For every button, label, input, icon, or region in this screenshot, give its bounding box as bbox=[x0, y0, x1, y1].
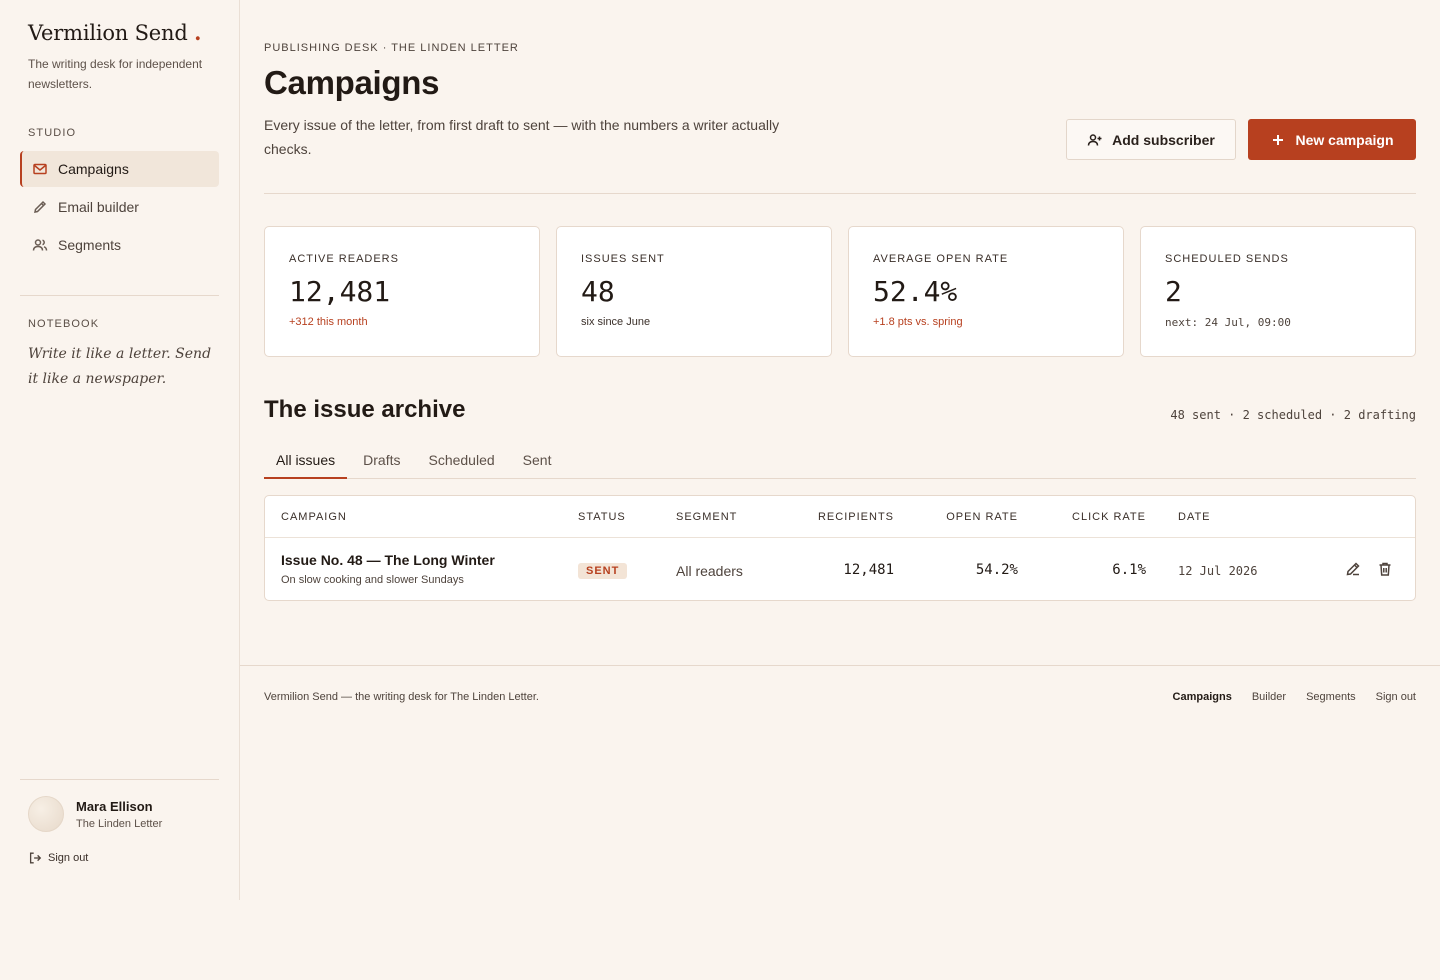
stat-note: six since June bbox=[581, 316, 651, 328]
stat-note: next: 24 Jul, 09:00 bbox=[1165, 316, 1291, 329]
column-header-recipients[interactable]: RECIPIENTS bbox=[817, 511, 894, 523]
brand-logo[interactable]: Vermilion Send . bbox=[28, 20, 201, 45]
stat-note: +1.8 pts vs. spring bbox=[873, 316, 963, 328]
sign-out-icon bbox=[29, 852, 42, 864]
column-header-click-rate[interactable]: CLICK RATE bbox=[1072, 511, 1146, 523]
column-header-date[interactable]: DATE bbox=[1178, 511, 1211, 523]
sidebar-divider bbox=[20, 295, 219, 296]
plus-icon bbox=[1273, 134, 1284, 145]
sidebar-item-segments[interactable]: Segments bbox=[20, 227, 219, 263]
studio-section-label: STUDIO bbox=[28, 127, 77, 139]
header-divider bbox=[264, 193, 1416, 194]
notebook-quote: Write it like a letter. Send it like a n… bbox=[28, 346, 212, 387]
date-cell: 12 Jul 2026 bbox=[1178, 564, 1258, 578]
footer-divider bbox=[240, 665, 1440, 666]
stat-card-active-readers: ACTIVE READERS 12,481 +312 this month bbox=[264, 226, 540, 357]
stat-card-issues-sent: ISSUES SENT 48 six since June bbox=[556, 226, 832, 357]
segment-cell: All readers bbox=[676, 563, 743, 579]
stat-label: SCHEDULED SENDS bbox=[1165, 253, 1289, 265]
brand-tagline: The writing desk for independent newslet… bbox=[28, 57, 203, 91]
sidebar: Vermilion Send . The writing desk for in… bbox=[0, 0, 240, 900]
table-header: CAMPAIGN STATUS SEGMENT RECIPIENTS OPEN … bbox=[265, 496, 1415, 538]
mail-icon bbox=[33, 163, 47, 175]
page-title: Campaigns bbox=[264, 64, 440, 101]
sidebar-item-label: Email builder bbox=[58, 199, 139, 215]
edit-button[interactable] bbox=[1344, 560, 1362, 578]
delete-button[interactable] bbox=[1376, 560, 1394, 578]
archive-tabs: All issues Drafts Scheduled Sent bbox=[264, 441, 1416, 479]
stat-value: 52.4% bbox=[873, 275, 958, 308]
page-subtitle: Every issue of the letter, from first dr… bbox=[264, 117, 780, 157]
stat-value: 48 bbox=[581, 275, 615, 308]
footer-link-campaigns[interactable]: Campaigns bbox=[1172, 691, 1232, 703]
footer-link-builder[interactable]: Builder bbox=[1251, 691, 1287, 703]
stat-card-open-rate: AVERAGE OPEN RATE 52.4% +1.8 pts vs. spr… bbox=[848, 226, 1124, 357]
click-rate-cell: 6.1% bbox=[1112, 562, 1146, 578]
column-header-campaign[interactable]: CAMPAIGN bbox=[281, 511, 347, 523]
stat-value: 2 bbox=[1165, 275, 1182, 308]
sidebar-item-campaigns[interactable]: Campaigns bbox=[20, 151, 219, 187]
user-name: Mara Ellison bbox=[76, 798, 153, 814]
column-header-segment[interactable]: SEGMENT bbox=[676, 511, 738, 523]
notebook-section-label: NOTEBOOK bbox=[28, 318, 100, 330]
archive-title: The issue archive bbox=[264, 396, 466, 423]
recipients-cell: 12,481 bbox=[843, 562, 894, 578]
add-subscriber-button[interactable]: Add subscriber bbox=[1066, 119, 1236, 160]
campaign-subtitle: On slow cooking and slower Sundays bbox=[281, 574, 464, 586]
pen-icon bbox=[34, 200, 47, 213]
sidebar-item-email-builder[interactable]: Email builder bbox=[20, 189, 219, 225]
sidebar-item-label: Segments bbox=[58, 237, 122, 253]
stat-label: ACTIVE READERS bbox=[289, 253, 399, 265]
tab-sent[interactable]: Sent bbox=[522, 452, 552, 468]
column-header-status[interactable]: STATUS bbox=[578, 511, 626, 523]
tab-drafts[interactable]: Drafts bbox=[363, 452, 401, 468]
footer-link-sign-out[interactable]: Sign out bbox=[1375, 691, 1416, 703]
stat-label: ISSUES SENT bbox=[581, 253, 665, 265]
user-publication: The Linden Letter bbox=[76, 817, 163, 830]
column-header-open-rate[interactable]: OPEN RATE bbox=[946, 511, 1018, 523]
sign-out-label: Sign out bbox=[48, 852, 89, 864]
sidebar-item-label: Campaigns bbox=[58, 161, 129, 177]
footer-text: Vermilion Send — the writing desk for Th… bbox=[264, 691, 539, 703]
brand-dot: . bbox=[194, 20, 202, 45]
trash-icon bbox=[1379, 562, 1391, 576]
add-subscriber-label: Add subscriber bbox=[1112, 131, 1215, 148]
archive-counts: 48 sent · 2 scheduled · 2 drafting bbox=[1170, 408, 1416, 422]
table-row[interactable]: Issue No. 48 — The Long Winter On slow c… bbox=[265, 538, 1415, 601]
status-badge: SENT bbox=[578, 563, 628, 579]
footer-nav: Campaigns Builder Segments Sign out bbox=[1173, 691, 1416, 703]
users-icon bbox=[32, 239, 48, 251]
brand-name: Vermilion Send bbox=[28, 21, 188, 45]
campaign-name[interactable]: Issue No. 48 — The Long Winter bbox=[281, 552, 495, 568]
pencil-icon bbox=[1346, 562, 1360, 576]
stat-value: 12,481 bbox=[289, 275, 391, 308]
user-plus-icon bbox=[1087, 133, 1102, 146]
avatar bbox=[28, 796, 64, 832]
campaign-table: CAMPAIGN STATUS SEGMENT RECIPIENTS OPEN … bbox=[264, 495, 1416, 601]
stat-label: AVERAGE OPEN RATE bbox=[873, 253, 1009, 265]
footer-link-segments[interactable]: Segments bbox=[1306, 691, 1356, 703]
tab-all-issues[interactable]: All issues bbox=[264, 441, 348, 479]
tab-scheduled[interactable]: Scheduled bbox=[428, 452, 495, 468]
sidebar-divider bbox=[20, 779, 219, 780]
stat-note: +312 this month bbox=[289, 316, 368, 328]
stat-card-scheduled-sends: SCHEDULED SENDS 2 next: 24 Jul, 09:00 bbox=[1140, 226, 1416, 357]
new-campaign-label: New campaign bbox=[1295, 131, 1394, 148]
new-campaign-button[interactable]: New campaign bbox=[1248, 119, 1416, 160]
open-rate-cell: 54.2% bbox=[975, 562, 1018, 578]
user-profile[interactable]: Mara Ellison The Linden Letter bbox=[28, 796, 162, 832]
sign-out-button[interactable]: Sign out bbox=[28, 851, 88, 865]
breadcrumb: PUBLISHING DESK · THE LINDEN LETTER bbox=[264, 42, 519, 54]
